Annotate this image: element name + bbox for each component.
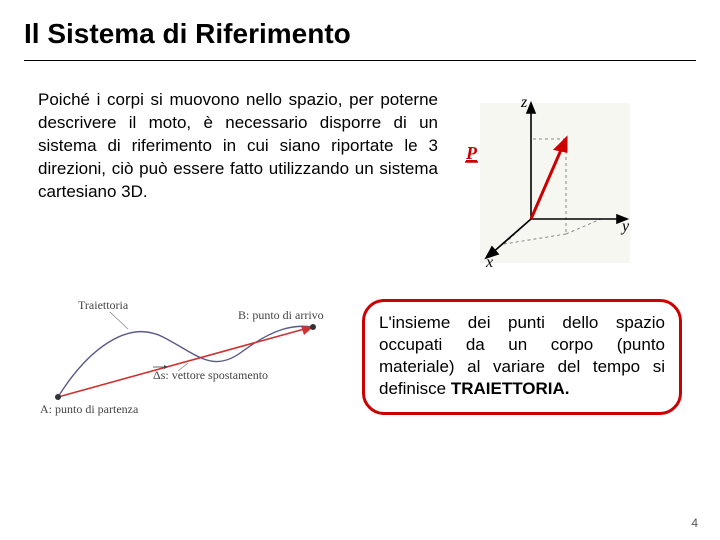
coordinate-system-figure: z y x P [456,89,636,269]
y-axis-label: y [620,218,630,235]
point-b-label: B: punto di arrivo [238,308,324,322]
page-title: Il Sistema di Riferimento [0,0,720,56]
trajectory-label: Traiettoria [78,298,129,312]
row-2: Traiettoria B: punto di arrivo A: punto … [0,269,720,419]
delta-s-label: Δs: vettore spostamento [153,368,268,382]
paragraph-2-bold: TRAIETTORIA. [451,379,570,398]
trajectory-figure: Traiettoria B: punto di arrivo A: punto … [38,279,348,419]
row-1: Poiché i corpi si muovono nello spazio, … [0,61,720,269]
point-p-label: P [465,143,478,163]
paragraph-1: Poiché i corpi si muovono nello spazio, … [38,89,438,269]
z-axis-label: z [520,94,528,111]
point-a-label: A: punto di partenza [40,402,139,416]
x-axis-label: x [485,254,493,269]
trajectory-definition-box: L'insieme dei punti dello spazio occupat… [362,299,682,415]
page-number: 4 [691,516,698,530]
